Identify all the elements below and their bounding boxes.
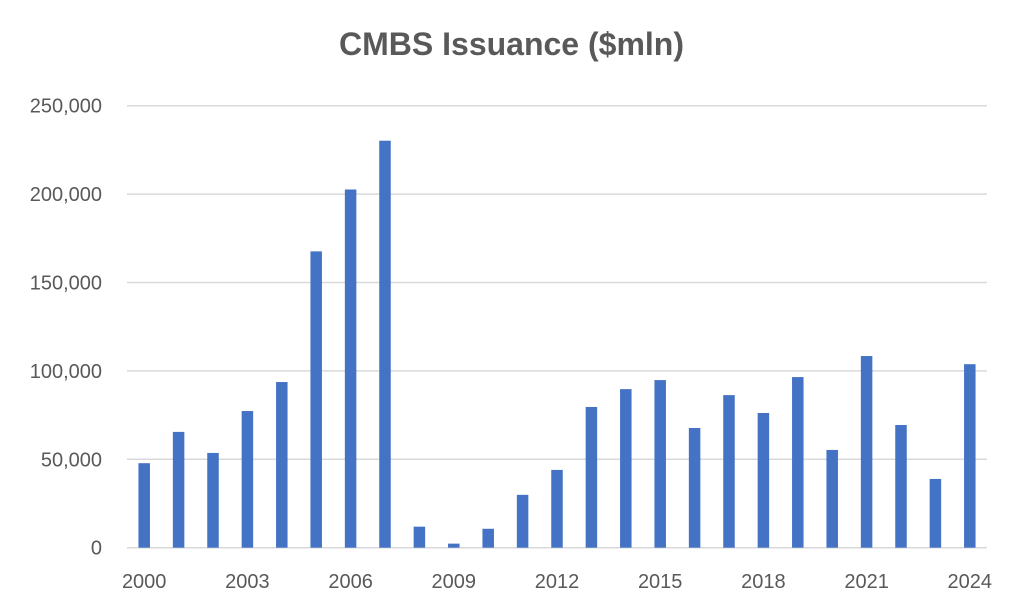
bar-2019	[792, 377, 804, 548]
x-tick-label: 2009	[432, 571, 477, 593]
bar-2018	[757, 412, 770, 548]
y-tick-label: 250,000	[30, 96, 102, 118]
bar-2022	[895, 425, 907, 548]
bar-2015	[654, 380, 666, 548]
bar-2007	[379, 140, 391, 548]
chart-title: CMBS Issuance ($mln)	[339, 26, 684, 62]
bar-2009	[448, 543, 460, 548]
y-tick-label: 150,000	[30, 273, 102, 295]
y-tick-label: 50,000	[41, 449, 102, 471]
x-tick-label: 2006	[328, 571, 373, 593]
bar-2010	[482, 528, 494, 548]
bar-2004	[276, 382, 288, 548]
bar-2021	[860, 356, 873, 548]
bar-2023	[929, 478, 942, 548]
bar-2020	[826, 449, 838, 548]
bar-2006	[344, 189, 357, 548]
bar-2013	[585, 406, 598, 548]
bar-2024	[964, 364, 976, 548]
bar-2000	[138, 463, 150, 548]
bar-2002	[207, 452, 219, 548]
bar-2017	[723, 395, 735, 548]
bar-2011	[516, 494, 529, 548]
x-tick-label: 2024	[948, 571, 993, 593]
bar-2005	[310, 251, 322, 548]
y-tick-label: 100,000	[30, 361, 102, 383]
bar-2012	[551, 469, 563, 548]
bar-2016	[688, 428, 701, 548]
x-tick-label: 2012	[535, 571, 580, 593]
y-tick-label: 0	[91, 538, 102, 560]
x-tick-label: 2003	[225, 571, 270, 593]
x-tick-label: 2015	[638, 571, 683, 593]
y-tick-label: 200,000	[30, 184, 102, 206]
bar-2014	[620, 389, 632, 548]
x-tick-label: 2000	[122, 571, 167, 593]
bar-2008	[413, 526, 426, 548]
bar-2001	[172, 431, 185, 548]
x-tick-label: 2021	[844, 571, 889, 593]
bar-2003	[241, 411, 254, 548]
x-tick-label: 2018	[741, 571, 786, 593]
